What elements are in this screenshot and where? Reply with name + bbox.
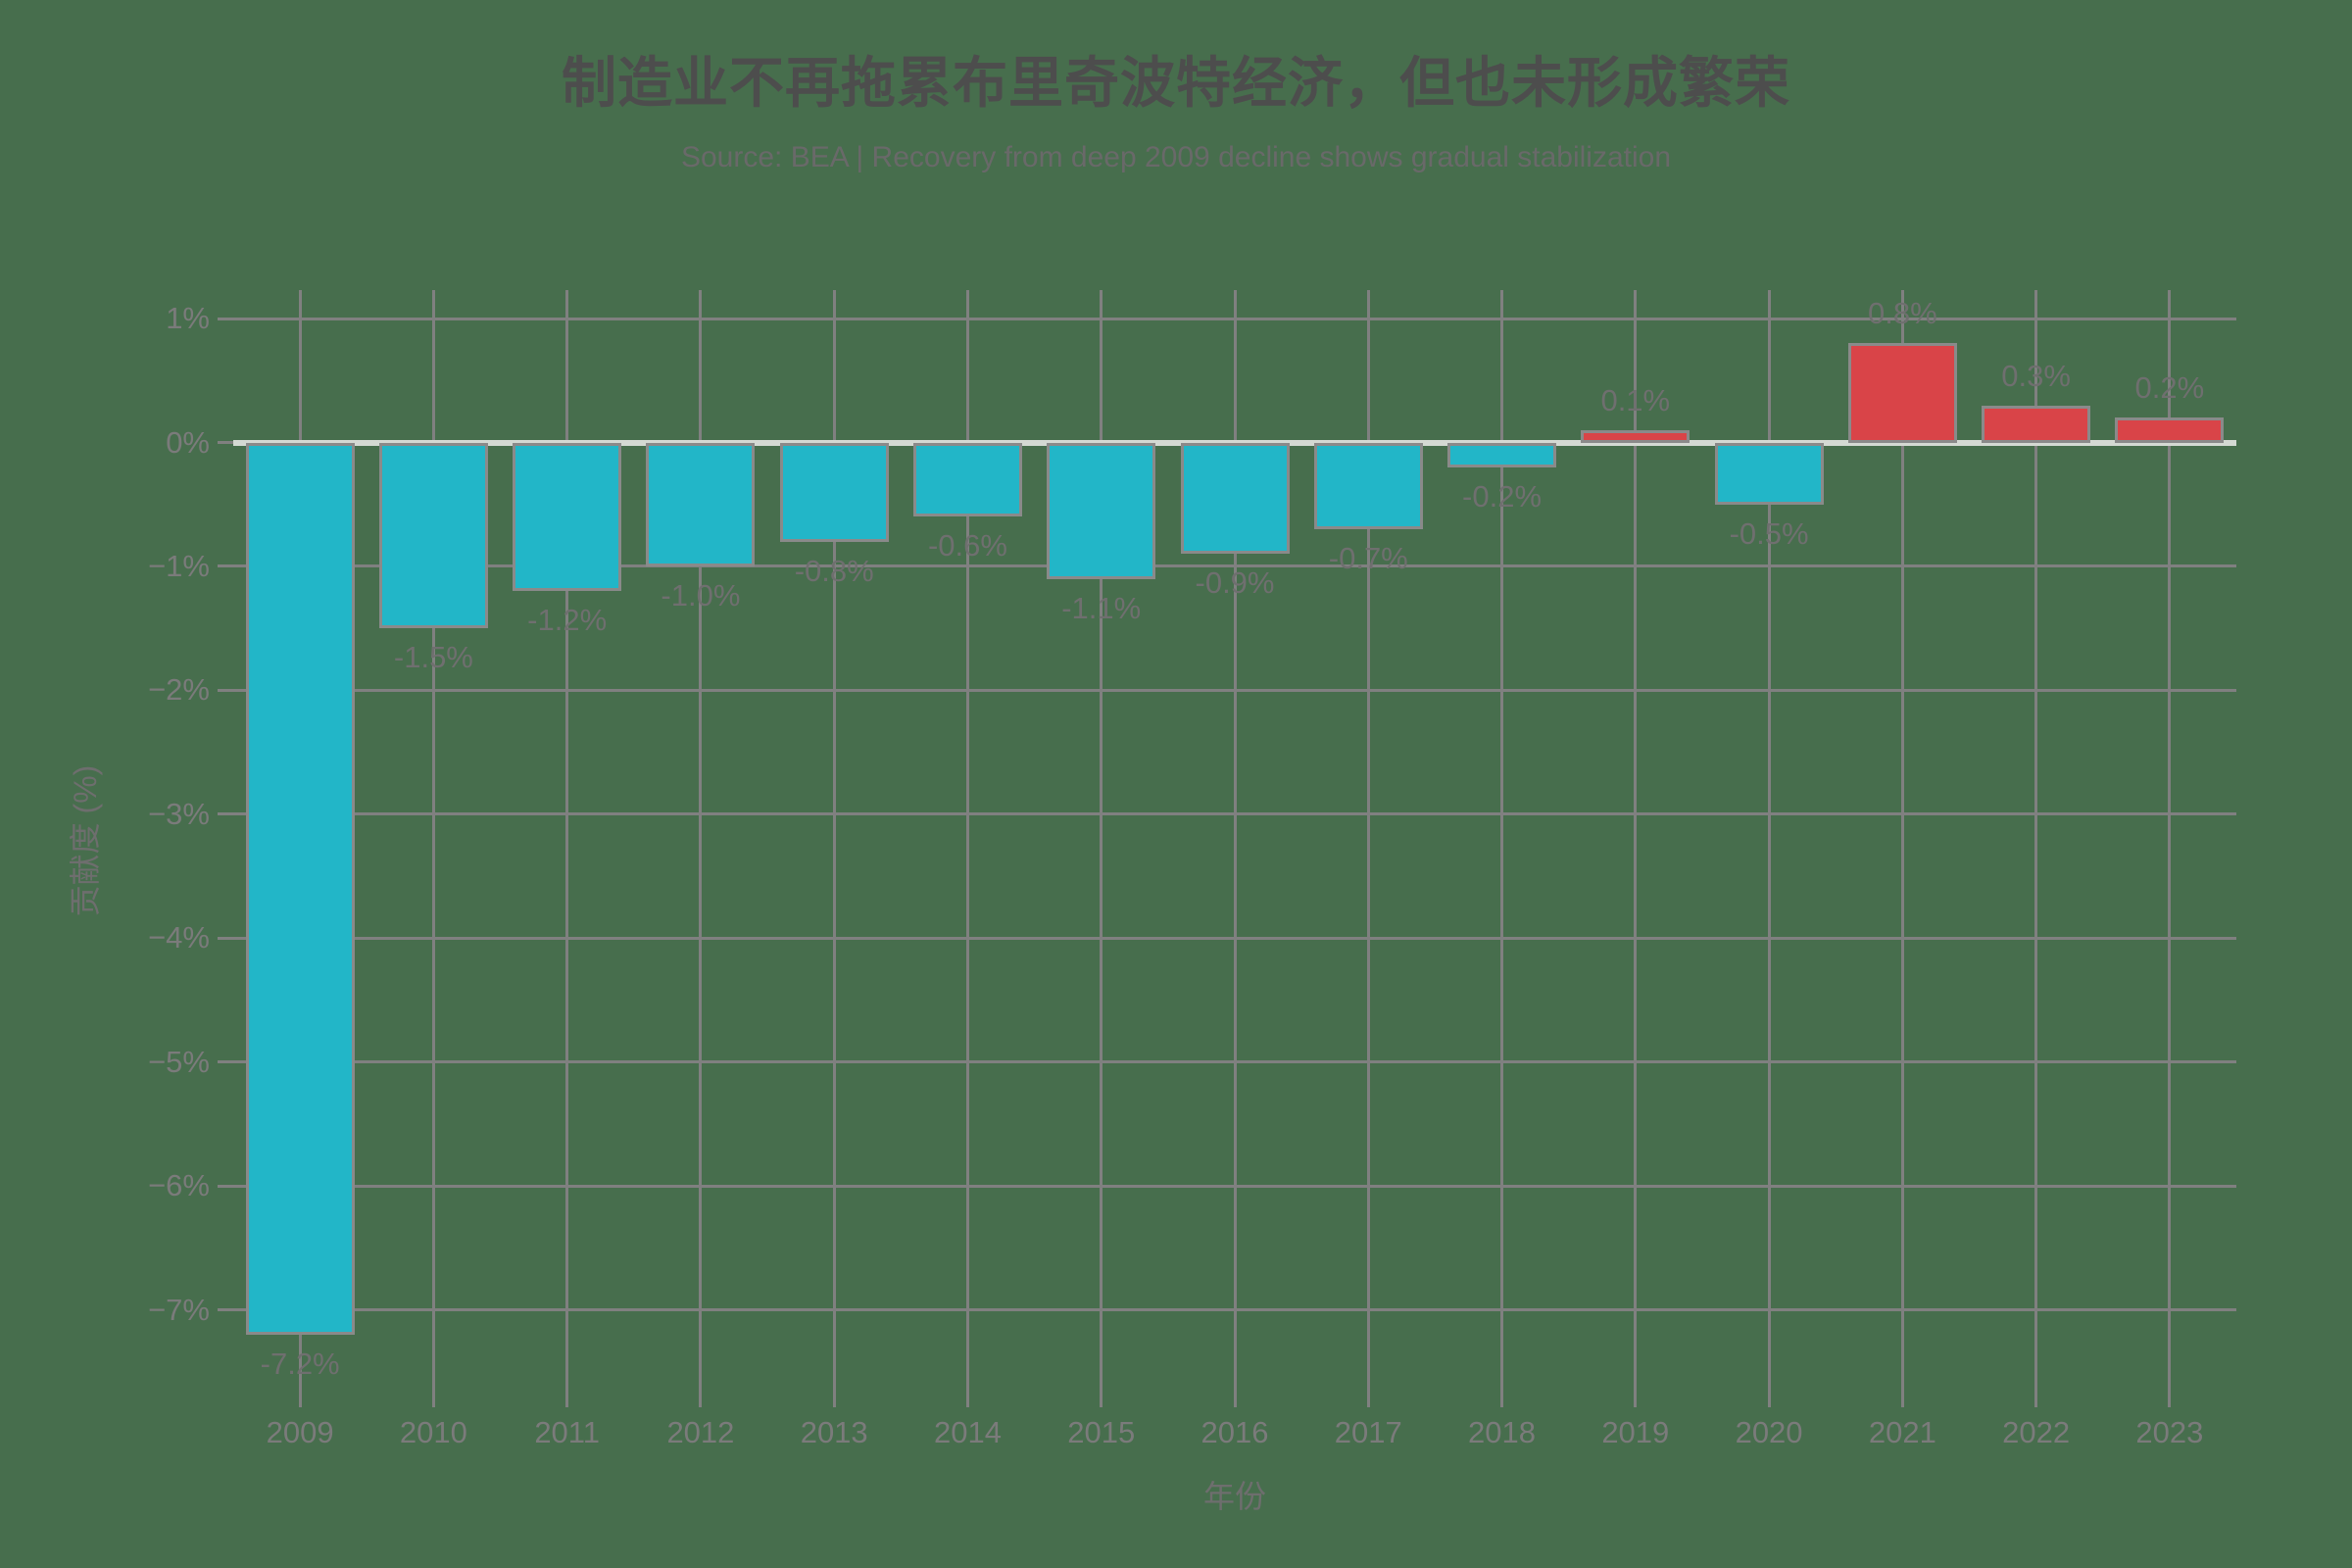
- x-axis-tick-mark: [2034, 1392, 2038, 1407]
- y-axis-tick-mark: [218, 812, 233, 816]
- x-axis-tick-mark: [1233, 1392, 1237, 1407]
- x-axis-tick-mark: [298, 1392, 302, 1407]
- x-axis-tick-mark: [1100, 1392, 1103, 1407]
- x-axis-tick-label: 2014: [933, 1415, 1002, 1449]
- y-axis-tick-mark: [218, 688, 233, 692]
- y-axis-tick-mark: [218, 1184, 233, 1188]
- x-axis-tick-label: 2021: [1868, 1415, 1936, 1449]
- gridline-vertical: [1500, 290, 1504, 1392]
- x-axis-tick-label: 2017: [1334, 1415, 1402, 1449]
- x-axis-tick-mark: [431, 1392, 435, 1407]
- bar-value-label: -7.2%: [260, 1346, 340, 1381]
- bar-negative: [646, 442, 756, 566]
- bar-value-label: -0.9%: [1195, 565, 1275, 601]
- gridline-vertical: [1767, 290, 1771, 1392]
- y-axis-tick-mark: [218, 564, 233, 568]
- x-axis-tick-mark: [2168, 1392, 2172, 1407]
- x-axis-tick-mark: [1634, 1392, 1638, 1407]
- x-axis-tick-label: 2022: [2002, 1415, 2071, 1449]
- y-axis-tick-label: −3%: [148, 796, 210, 831]
- y-axis-tick-label: −1%: [148, 548, 210, 583]
- x-axis-tick-mark: [1767, 1392, 1771, 1407]
- y-axis-tick-mark: [218, 317, 233, 320]
- bar-negative: [1180, 442, 1290, 555]
- bar-negative: [779, 442, 889, 542]
- bar-positive: [2115, 417, 2225, 443]
- x-axis-tick-label: 2016: [1200, 1415, 1269, 1449]
- bar-negative: [1313, 442, 1423, 529]
- bar-value-label: -1.0%: [661, 577, 741, 612]
- x-axis-tick-label: 2023: [2135, 1415, 2204, 1449]
- x-axis-tick-label: 2010: [399, 1415, 467, 1449]
- gridline-vertical: [565, 290, 569, 1392]
- x-axis-tick-mark: [1366, 1392, 1370, 1407]
- bar-value-label: -1.5%: [393, 640, 473, 675]
- x-axis-tick-label: 2020: [1735, 1415, 1803, 1449]
- gridline-vertical: [2034, 290, 2038, 1392]
- y-axis-tick-mark: [218, 1060, 233, 1064]
- bar-negative: [912, 442, 1022, 517]
- gridline-vertical: [1233, 290, 1237, 1392]
- x-axis-tick-label: 2013: [800, 1415, 868, 1449]
- y-axis-tick-mark: [218, 441, 233, 444]
- bar-value-label: -0.8%: [794, 553, 874, 588]
- x-axis-tick-label: 2019: [1601, 1415, 1670, 1449]
- gridline-vertical: [431, 290, 435, 1392]
- bar-negative: [513, 442, 622, 592]
- gridline-vertical: [699, 290, 703, 1392]
- y-axis-tick-label: −5%: [148, 1044, 210, 1079]
- chart-title: 制造业不再拖累布里奇波特经济，但也未形成繁荣: [562, 52, 1790, 114]
- y-axis-tick-label: −7%: [148, 1292, 210, 1327]
- x-axis-tick-label: 2018: [1468, 1415, 1537, 1449]
- x-axis-tick-mark: [832, 1392, 836, 1407]
- y-axis-title: 贡献度 (%): [68, 764, 103, 917]
- bar-value-label: 0.8%: [1867, 296, 1937, 331]
- x-axis-tick-mark: [699, 1392, 703, 1407]
- bar-negative: [245, 442, 355, 1335]
- gridline-vertical: [1634, 290, 1638, 1392]
- gridline-vertical: [1366, 290, 1370, 1392]
- bar-value-label: 0.2%: [2134, 370, 2205, 406]
- bar-value-label: 0.1%: [1600, 382, 1671, 417]
- bar-negative: [1047, 442, 1156, 579]
- bar-value-label: -0.6%: [927, 528, 1007, 564]
- gridline-vertical: [1100, 290, 1103, 1392]
- bar-value-label: -0.7%: [1328, 541, 1408, 576]
- x-axis-tick-mark: [965, 1392, 969, 1407]
- gridline-vertical: [965, 290, 969, 1392]
- bar-value-label: -0.2%: [1462, 478, 1543, 514]
- gridline-vertical: [2168, 290, 2172, 1392]
- bar-negative: [378, 442, 488, 629]
- y-axis-tick-label: 0%: [166, 424, 210, 460]
- bar-value-label: -0.5%: [1729, 515, 1809, 551]
- x-axis-tick-mark: [565, 1392, 569, 1407]
- y-axis-tick-label: −4%: [148, 920, 210, 956]
- x-axis-tick-label: 2015: [1067, 1415, 1136, 1449]
- y-axis-tick-mark: [218, 936, 233, 940]
- x-axis-tick-label: 2011: [534, 1415, 600, 1449]
- bar-negative: [1447, 442, 1557, 467]
- bar-positive: [1982, 405, 2091, 443]
- bar-value-label: -1.1%: [1061, 590, 1142, 625]
- x-axis-tick-mark: [1900, 1392, 1904, 1407]
- bar-negative: [1714, 442, 1824, 505]
- bar-positive: [1847, 343, 1957, 443]
- plot-area: -7.2% -1.5% -1.2% -1.0% -0.8% -0.6% -1.1% -0.9%…: [233, 290, 2236, 1392]
- y-axis-tick-mark: [218, 1308, 233, 1312]
- y-axis-tick-label: 1%: [166, 301, 210, 336]
- x-axis-tick-label: 2009: [266, 1415, 334, 1449]
- gridline-vertical: [832, 290, 836, 1392]
- x-axis-tick-mark: [1500, 1392, 1504, 1407]
- bar-value-label: -1.2%: [527, 603, 608, 638]
- x-axis-title: 年份: [1202, 1479, 1266, 1514]
- chart-subtitle: Source: BEA | Recovery from deep 2009 de…: [680, 141, 1672, 173]
- y-axis-tick-label: −6%: [148, 1168, 210, 1203]
- bar-positive: [1581, 429, 1690, 443]
- gridline-vertical: [1900, 290, 1904, 1392]
- x-axis-tick-label: 2012: [666, 1415, 735, 1449]
- bar-value-label: 0.3%: [2001, 358, 2071, 393]
- y-axis-tick-label: −2%: [148, 672, 210, 708]
